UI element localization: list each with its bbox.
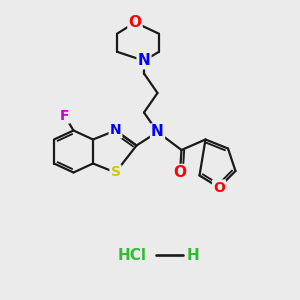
Text: O: O — [128, 15, 142, 30]
Text: N: N — [151, 124, 164, 140]
Text: O: O — [173, 165, 187, 180]
Text: N: N — [110, 124, 121, 137]
Text: HCl: HCl — [118, 248, 146, 262]
Text: H: H — [187, 248, 200, 262]
Text: F: F — [60, 109, 69, 122]
Text: S: S — [110, 166, 121, 179]
Text: O: O — [213, 181, 225, 194]
Text: N: N — [138, 53, 150, 68]
